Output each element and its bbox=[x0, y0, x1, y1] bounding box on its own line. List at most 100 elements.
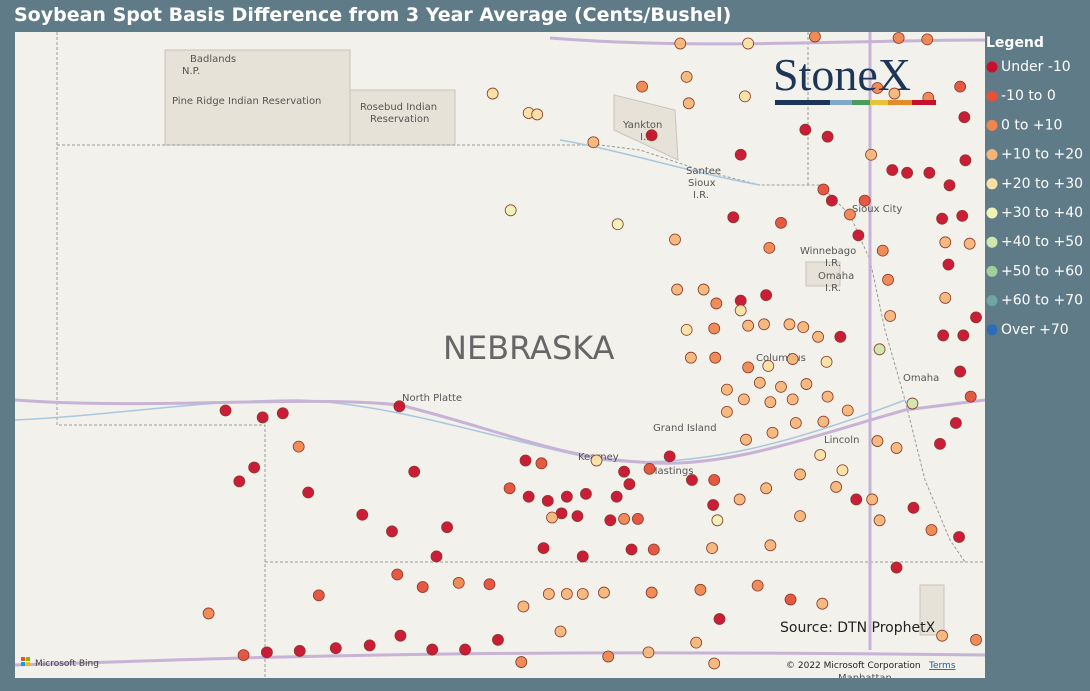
location-dot bbox=[871, 435, 884, 447]
location-dot bbox=[531, 108, 544, 121]
terms-link[interactable]: Terms bbox=[928, 661, 956, 671]
location-dot bbox=[393, 400, 406, 413]
location-dot bbox=[799, 123, 812, 136]
location-dot bbox=[537, 542, 550, 554]
location-dot bbox=[760, 289, 773, 302]
legend-swatch bbox=[986, 119, 998, 131]
location-dot bbox=[843, 208, 856, 221]
location-dot bbox=[233, 475, 246, 488]
location-dot bbox=[958, 111, 971, 124]
location-dot bbox=[504, 204, 517, 217]
location-dot bbox=[800, 378, 813, 390]
source: Source: DTN ProphetX bbox=[780, 620, 936, 636]
location-dot bbox=[959, 154, 972, 167]
location-dot bbox=[886, 164, 899, 176]
location-dot bbox=[430, 550, 443, 563]
map-label: Omaha bbox=[903, 373, 939, 384]
location-dot bbox=[763, 241, 776, 254]
map-label: Badlands bbox=[190, 54, 236, 65]
location-dot bbox=[953, 531, 965, 543]
location-dot bbox=[408, 465, 421, 478]
legend-swatch bbox=[986, 207, 998, 219]
location-dot bbox=[643, 462, 656, 475]
location-dot bbox=[786, 353, 799, 365]
location-dot bbox=[734, 148, 747, 161]
location-dot bbox=[834, 330, 847, 343]
location-dot bbox=[707, 499, 720, 511]
legend-label: +10 to +20 bbox=[1001, 147, 1083, 163]
location-dot bbox=[797, 321, 810, 333]
location-dot bbox=[934, 437, 946, 450]
location-dot bbox=[817, 183, 830, 196]
location-dot bbox=[576, 588, 589, 600]
map-label: N.P. bbox=[182, 66, 200, 77]
location-dot bbox=[598, 586, 610, 599]
legend-title: Legend bbox=[986, 35, 1044, 51]
location-dot bbox=[202, 607, 215, 620]
map: Badlands N.P. Pine Ridge Indian Reservat… bbox=[15, 32, 985, 678]
location-dot bbox=[519, 454, 532, 467]
location-dot bbox=[625, 543, 638, 556]
map-label: I.R. bbox=[693, 190, 709, 201]
location-dot bbox=[794, 468, 806, 481]
location-dot bbox=[970, 311, 982, 324]
location-dot bbox=[647, 543, 660, 556]
location-dot bbox=[618, 465, 630, 478]
location-dot bbox=[814, 449, 827, 461]
location-dot bbox=[441, 521, 453, 534]
location-dot bbox=[708, 474, 721, 486]
location-dot bbox=[302, 486, 315, 499]
location-dot bbox=[694, 583, 707, 596]
location-dot bbox=[937, 329, 950, 342]
location-dot bbox=[711, 514, 724, 527]
map-label: Winnebago bbox=[800, 246, 856, 257]
location-dot bbox=[590, 454, 603, 467]
location-dot bbox=[751, 579, 764, 592]
location-dot bbox=[794, 510, 806, 523]
location-dot bbox=[517, 600, 530, 613]
location-dot bbox=[821, 390, 834, 403]
legend-label: Under -10 bbox=[1001, 59, 1071, 75]
location-dot bbox=[786, 393, 799, 406]
legend-label: Over +70 bbox=[1001, 322, 1069, 338]
location-dot bbox=[784, 593, 797, 606]
location-dot bbox=[816, 597, 829, 610]
location-dot bbox=[708, 322, 721, 335]
location-dot bbox=[882, 273, 894, 286]
location-dot bbox=[888, 87, 901, 100]
map-label: Hastings bbox=[650, 466, 693, 477]
location-dot bbox=[459, 643, 472, 656]
map-label: Omaha bbox=[818, 271, 854, 282]
location-dot bbox=[936, 629, 948, 642]
location-dot bbox=[554, 625, 567, 638]
location-dot bbox=[602, 650, 615, 663]
logo: StoneX bbox=[773, 49, 911, 100]
location-dot bbox=[587, 136, 600, 149]
location-dot bbox=[312, 589, 325, 602]
location-dot bbox=[386, 525, 398, 538]
location-dot bbox=[292, 440, 305, 453]
location-dot bbox=[671, 283, 683, 296]
location-dot bbox=[925, 524, 938, 536]
location-dot bbox=[817, 415, 830, 428]
location-dot bbox=[580, 487, 592, 500]
location-dot bbox=[542, 588, 555, 600]
location-dot bbox=[970, 633, 982, 646]
location-dot bbox=[697, 283, 710, 296]
location-dot bbox=[737, 393, 750, 406]
location-dot bbox=[483, 578, 496, 591]
location-dot bbox=[906, 397, 919, 410]
location-dot bbox=[762, 360, 775, 372]
legend-label: +40 to +50 bbox=[1001, 234, 1083, 250]
location-dot bbox=[618, 513, 630, 525]
location-dot bbox=[708, 657, 721, 670]
location-dot bbox=[219, 404, 232, 417]
location-dot bbox=[760, 482, 773, 495]
map-label: Santee bbox=[686, 166, 721, 177]
location-dot bbox=[642, 646, 655, 659]
location-dot bbox=[936, 212, 948, 225]
location-dot bbox=[733, 493, 746, 506]
location-dot bbox=[963, 237, 976, 250]
location-dot bbox=[515, 656, 528, 668]
